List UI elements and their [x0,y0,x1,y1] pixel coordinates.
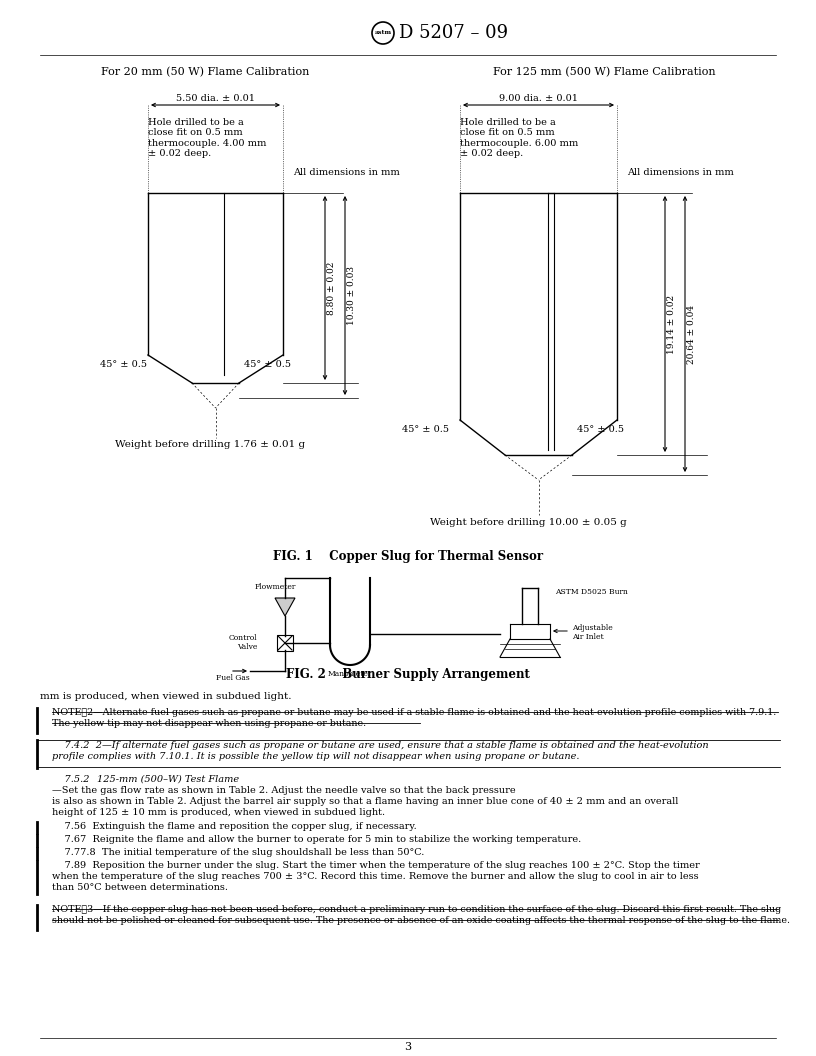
Text: 7.89  Reposition the burner under the slug. Start the timer when the temperature: 7.89 Reposition the burner under the slu… [52,861,700,870]
Text: For 125 mm (500 W) Flame Calibration: For 125 mm (500 W) Flame Calibration [493,67,716,77]
Text: Fuel Gas: Fuel Gas [216,674,250,682]
Polygon shape [275,598,295,616]
Text: D 5207 – 09: D 5207 – 09 [399,24,508,42]
Text: ASTM D5025 Burn: ASTM D5025 Burn [555,588,628,596]
Text: Flowmeter: Flowmeter [255,583,296,591]
Text: when the temperature of the slug reaches 700 ± 3°C. Record this time. Remove the: when the temperature of the slug reaches… [52,872,698,881]
Text: 45° ± 0.5: 45° ± 0.5 [244,360,291,369]
Text: 125-mm (500–W) Test Flame: 125-mm (500–W) Test Flame [97,775,239,784]
Text: mm is produced, when viewed in subdued light.: mm is produced, when viewed in subdued l… [40,692,291,701]
Text: profile complies with 7.10.1. It is possible the yellow tip will not disappear w: profile complies with 7.10.1. It is poss… [52,752,579,761]
Text: 9.00 dia. ± 0.01: 9.00 dia. ± 0.01 [499,94,578,103]
Text: 8.80 ± 0.02: 8.80 ± 0.02 [327,261,336,315]
Text: For 20 mm (50 W) Flame Calibration: For 20 mm (50 W) Flame Calibration [101,67,309,77]
Text: height of 125 ± 10 mm is produced, when viewed in subdued light.: height of 125 ± 10 mm is produced, when … [52,808,385,817]
Text: —Set the gas flow rate as shown in Table 2. Adjust the needle valve so that the : —Set the gas flow rate as shown in Table… [52,786,516,795]
Text: Weight before drilling 1.76 ± 0.01 g: Weight before drilling 1.76 ± 0.01 g [115,440,305,449]
Text: NOTE 3—If the copper slug has not been used before, conduct a preliminary run to: NOTE 3—If the copper slug has not been u… [52,905,781,914]
Text: 7.67  Reignite the flame and allow the burner to operate for 5 min to stabilize : 7.67 Reignite the flame and allow the bu… [52,835,581,844]
Text: should not be polished or cleaned for subsequent use. The presence or absence of: should not be polished or cleaned for su… [52,916,790,925]
Text: Manometer: Manometer [328,670,372,678]
Text: Hole drilled to be a
close fit on 0.5 mm
thermocouple. 4.00 mm
± 0.02 deep.: Hole drilled to be a close fit on 0.5 mm… [148,118,266,158]
Text: 7.56  Extinguish the flame and reposition the copper slug, if necessary.: 7.56 Extinguish the flame and reposition… [52,822,417,831]
Text: Hole drilled to be a
close fit on 0.5 mm
thermocouple. 6.00 mm
± 0.02 deep.: Hole drilled to be a close fit on 0.5 mm… [460,118,579,158]
Text: FIG. 2    Burner Supply Arrangement: FIG. 2 Burner Supply Arrangement [286,668,530,681]
Text: 5.50 dia. ± 0.01: 5.50 dia. ± 0.01 [176,94,255,103]
Text: 7.4.2  2—If alternate fuel gases such as propane or butane are used, ensure that: 7.4.2 2—If alternate fuel gases such as … [52,741,708,750]
Text: All dimensions in mm: All dimensions in mm [627,168,734,177]
Text: 10.30 ± 0.03: 10.30 ± 0.03 [347,266,356,325]
Text: All dimensions in mm: All dimensions in mm [293,168,400,177]
Text: FIG. 1    Copper Slug for Thermal Sensor: FIG. 1 Copper Slug for Thermal Sensor [273,550,543,563]
Text: astm: astm [375,31,392,36]
Bar [277,635,293,650]
Text: 45° ± 0.5: 45° ± 0.5 [577,425,624,434]
Text: The yellow tip may not disappear when using propane or butane.: The yellow tip may not disappear when us… [52,719,366,728]
Text: Weight before drilling 10.00 ± 0.05 g: Weight before drilling 10.00 ± 0.05 g [430,518,627,527]
Text: NOTE 2—Alternate fuel gases such as propane or butane may be used if a stable fl: NOTE 2—Alternate fuel gases such as prop… [52,708,776,717]
Text: 45° ± 0.5: 45° ± 0.5 [402,425,449,434]
Text: 7.77.8  The initial temperature of the slug shouldshall be less than 50°C.: 7.77.8 The initial temperature of the sl… [52,848,424,857]
Text: 20.64 ± 0.04: 20.64 ± 0.04 [687,304,696,363]
Text: than 50°C between determinations.: than 50°C between determinations. [52,883,228,892]
Text: 7.5.2: 7.5.2 [52,775,95,784]
Text: Control
Valve: Control Valve [228,634,257,652]
Text: Adjustable
Air Inlet: Adjustable Air Inlet [572,624,613,641]
Text: 19.14 ± 0.02: 19.14 ± 0.02 [667,295,676,354]
Text: is also as shown in Table 2. Adjust the barrel air supply so that a flame having: is also as shown in Table 2. Adjust the … [52,797,678,806]
Text: 3: 3 [405,1042,411,1052]
Text: 45° ± 0.5: 45° ± 0.5 [100,360,147,369]
